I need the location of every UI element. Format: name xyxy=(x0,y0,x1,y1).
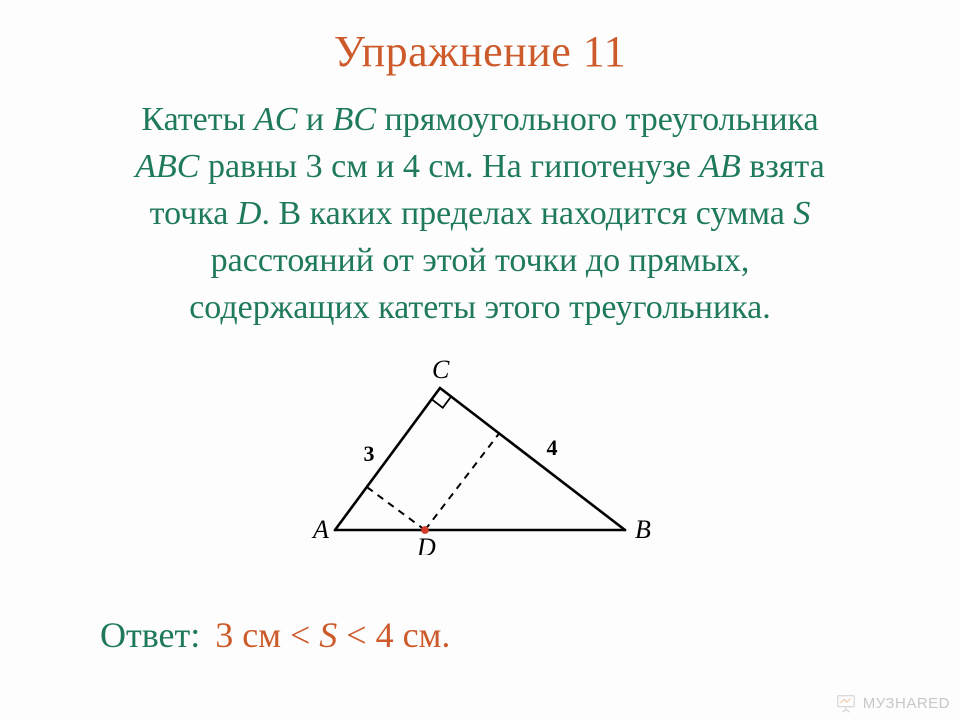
var-AB: AB xyxy=(699,148,741,185)
var-S: S xyxy=(319,615,337,655)
var-ABC: ABC xyxy=(135,148,199,185)
text: < 4 см. xyxy=(337,615,450,655)
text: точка xyxy=(150,195,237,232)
var-BC: BC xyxy=(333,101,376,138)
var-D: D xyxy=(237,195,262,232)
triangle-figure: A B C D 3 4 xyxy=(290,360,670,555)
svg-text:3: 3 xyxy=(364,441,375,466)
text: . В каких пределах находится сумма xyxy=(261,195,793,232)
svg-text:B: B xyxy=(635,515,651,544)
svg-text:A: A xyxy=(311,515,329,544)
presentation-icon xyxy=(835,692,857,714)
problem-statement: Катеты AC и BC прямоугольного треугольни… xyxy=(0,77,960,332)
text: 3 см < xyxy=(215,615,319,655)
text: взята xyxy=(741,148,825,185)
svg-text:C: C xyxy=(432,360,450,384)
text: и xyxy=(297,101,332,138)
text: прямоугольного треугольника xyxy=(376,101,819,138)
text: Катеты xyxy=(141,101,254,138)
text: расстояний от этой точки до прямых, xyxy=(211,242,750,279)
var-AC: AC xyxy=(254,101,297,138)
svg-text:4: 4 xyxy=(547,435,558,460)
svg-text:D: D xyxy=(416,533,436,555)
text: содержащих катеты этого треугольника. xyxy=(189,289,771,326)
answer-label: Ответ: xyxy=(100,615,200,655)
var-S: S xyxy=(793,195,810,232)
slide-page: Упражнение 11 Катеты AC и BC прямоугольн… xyxy=(0,0,960,720)
answer: Ответ: 3 см < S < 4 см. xyxy=(100,614,450,656)
slide-title: Упражнение 11 xyxy=(0,0,960,77)
watermark-text: МУЗНАRED xyxy=(863,695,950,712)
watermark: МУЗНАRED xyxy=(835,692,950,714)
answer-value: 3 см < S < 4 см. xyxy=(215,615,450,655)
text: равны 3 см и 4 см. На гипотенузе xyxy=(199,148,699,185)
